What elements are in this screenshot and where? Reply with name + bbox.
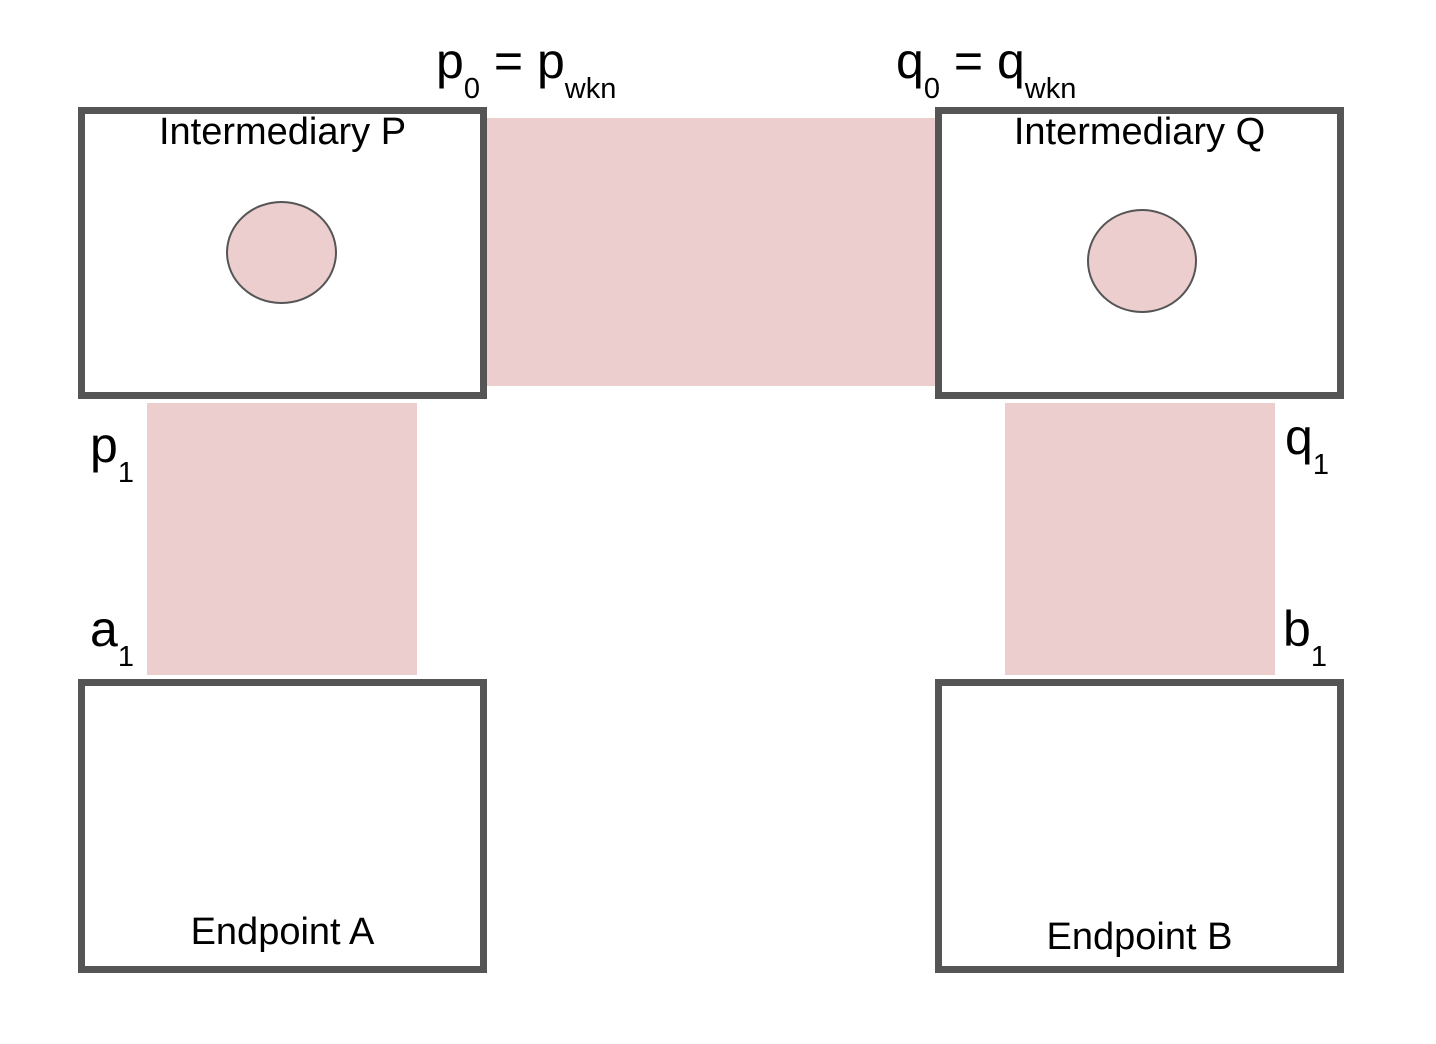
intermediary-p-node (226, 201, 337, 304)
endpoint-a-label: Endpoint A (190, 911, 375, 953)
intermediary-q-node (1087, 209, 1197, 313)
intermediary-p-label: Intermediary P (158, 111, 407, 153)
label-a1: a1 (90, 601, 134, 672)
p1-base: p (90, 417, 118, 473)
pwkn-base: p (536, 33, 565, 89)
qwkn-subscript: wkn (1024, 73, 1077, 105)
q0-base: q (896, 33, 924, 89)
a1-subscript: 1 (117, 641, 134, 673)
p0-equals: = (479, 33, 537, 89)
endpoint-b-label: Endpoint B (1046, 916, 1233, 958)
link-p-to-q (487, 118, 935, 386)
endpoint-a-box (78, 679, 487, 973)
pwkn-subscript: wkn (564, 73, 617, 105)
label-q1: q1 (1285, 409, 1329, 480)
intermediary-q-box (935, 107, 1344, 399)
label-p1: p1 (90, 417, 134, 488)
p0-subscript: 0 (463, 73, 480, 105)
link-b-to-q (1005, 403, 1275, 675)
q0-subscript: 0 (923, 73, 940, 105)
qwkn-base: q (996, 33, 1025, 89)
intermediary-p-box (78, 107, 487, 399)
a1-base: a (90, 601, 118, 657)
label-p0-equals-pwkn: p0 = pwkn (436, 33, 616, 104)
b1-base: b (1283, 601, 1311, 657)
p0-base: p (436, 33, 464, 89)
p1-subscript: 1 (117, 457, 134, 489)
b1-subscript: 1 (1310, 641, 1327, 673)
q1-subscript: 1 (1312, 449, 1329, 481)
link-a-to-p (147, 403, 417, 675)
label-q0-equals-qwkn: q0 = qwkn (896, 33, 1076, 104)
q0-equals: = (939, 33, 997, 89)
q1-base: q (1285, 409, 1313, 465)
label-b1: b1 (1283, 601, 1327, 672)
intermediary-q-label: Intermediary Q (1013, 111, 1266, 153)
endpoint-b-box (935, 679, 1344, 973)
